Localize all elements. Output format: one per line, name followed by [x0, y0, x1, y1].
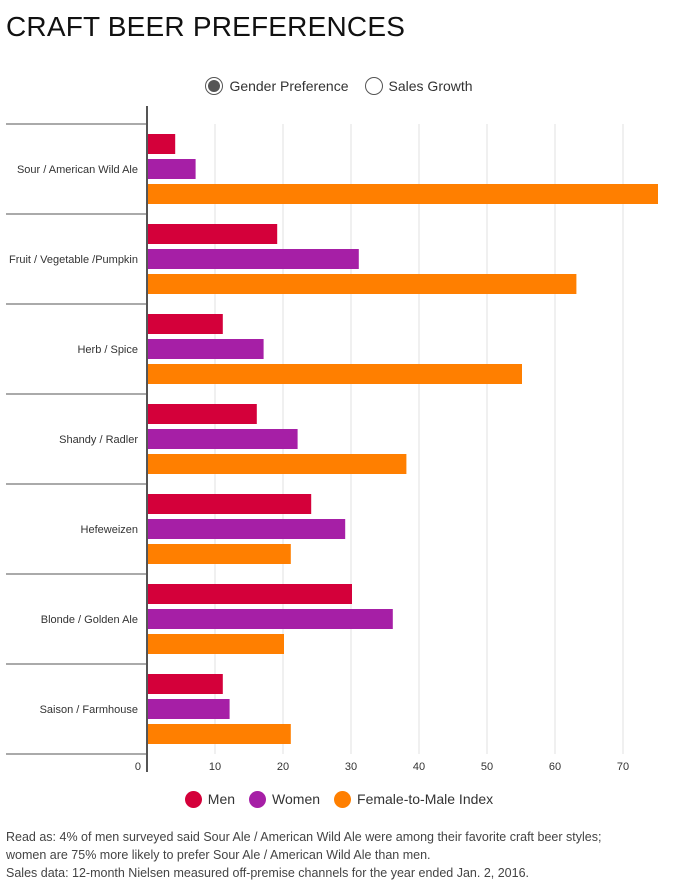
category-label: Herb / Spice [77, 344, 138, 356]
swatch-men [184, 790, 202, 808]
category-label: Saison / Farmhouse [40, 704, 138, 716]
swatch-women [249, 790, 267, 808]
bar-men[interactable] [148, 224, 278, 244]
toggle-gender-preference[interactable]: Gender Preference [205, 77, 349, 95]
note-line: Read as: 4% of men surveyed said Sour Al… [6, 830, 602, 844]
category-label: Sour / American Wild Ale [17, 164, 138, 176]
radio-unselected-icon[interactable] [364, 77, 383, 95]
legend-label: Women [272, 791, 321, 807]
bar-women[interactable] [148, 339, 264, 359]
x-tick-label: 20 [277, 761, 289, 773]
bar-women[interactable] [148, 159, 196, 179]
category-label: Hefeweizen [81, 524, 138, 536]
radio-selected-icon[interactable] [205, 77, 224, 95]
bar-female-to-male-index[interactable] [148, 184, 658, 204]
x-tick-label: 70 [617, 761, 629, 773]
toggle-label: Gender Preference [229, 78, 349, 94]
bar-female-to-male-index[interactable] [148, 724, 291, 744]
toggle-label: Sales Growth [388, 78, 473, 94]
legend-item-women[interactable]: Women [249, 790, 321, 808]
legend-label: Men [207, 791, 236, 807]
category-label: Blonde / Golden Ale [41, 614, 138, 626]
x-tick-label: 50 [481, 761, 493, 773]
bar-female-to-male-index[interactable] [148, 274, 577, 294]
bar-women[interactable] [148, 249, 359, 269]
view-toggle-group: Gender Preference Sales Growth [0, 74, 678, 98]
bar-female-to-male-index[interactable] [148, 364, 522, 384]
bar-female-to-male-index[interactable] [148, 454, 407, 474]
category-label: Shandy / Radler [59, 434, 138, 446]
note-line: women are 75% more likely to prefer Sour… [6, 848, 431, 862]
chart-notes: Read as: 4% of men surveyed said Sour Al… [6, 828, 674, 882]
bar-female-to-male-index[interactable] [148, 544, 291, 564]
bar-women[interactable] [148, 519, 346, 539]
bar-female-to-male-index[interactable] [148, 634, 284, 654]
bar-men[interactable] [148, 674, 223, 694]
x-tick-label: 40 [413, 761, 425, 773]
x-tick-label: 30 [345, 761, 357, 773]
legend-item-index[interactable]: Female-to-Male Index [334, 790, 494, 808]
bar-women[interactable] [148, 429, 298, 449]
page-title: CRAFT BEER PREFERENCES [6, 11, 406, 42]
legend-item-men[interactable]: Men [184, 790, 236, 808]
bar-men[interactable] [148, 494, 312, 514]
bar-men[interactable] [148, 134, 176, 154]
bar-men[interactable] [148, 314, 223, 334]
bar-chart: Sour / American Wild Ale Fruit / Vegetabl… [6, 106, 658, 773]
category-label: Fruit / Vegetable /Pumpkin [9, 254, 138, 266]
swatch-index [334, 790, 352, 808]
bar-women[interactable] [148, 609, 393, 629]
legend-label: Female-to-Male Index [357, 791, 494, 807]
bar-men[interactable] [148, 584, 352, 604]
x-tick-label: 0 [135, 761, 141, 773]
bar-men[interactable] [148, 404, 257, 424]
note-line: Sales data: 12-month Nielsen measured of… [6, 866, 529, 880]
x-tick-label: 10 [209, 761, 221, 773]
chart-legend: Men Women Female-to-Male Index [0, 788, 678, 810]
x-tick-label: 60 [549, 761, 561, 773]
bar-women[interactable] [148, 699, 230, 719]
toggle-sales-growth[interactable]: Sales Growth [364, 77, 473, 95]
